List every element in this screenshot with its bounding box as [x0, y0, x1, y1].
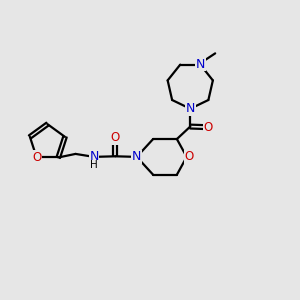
Text: N: N — [196, 58, 205, 70]
Text: N: N — [186, 102, 195, 115]
Text: O: O — [203, 121, 213, 134]
Text: N: N — [132, 150, 141, 164]
Text: O: O — [184, 150, 194, 164]
Text: N: N — [89, 150, 99, 164]
Text: H: H — [90, 160, 98, 170]
Text: O: O — [32, 151, 41, 164]
Text: O: O — [111, 131, 120, 144]
